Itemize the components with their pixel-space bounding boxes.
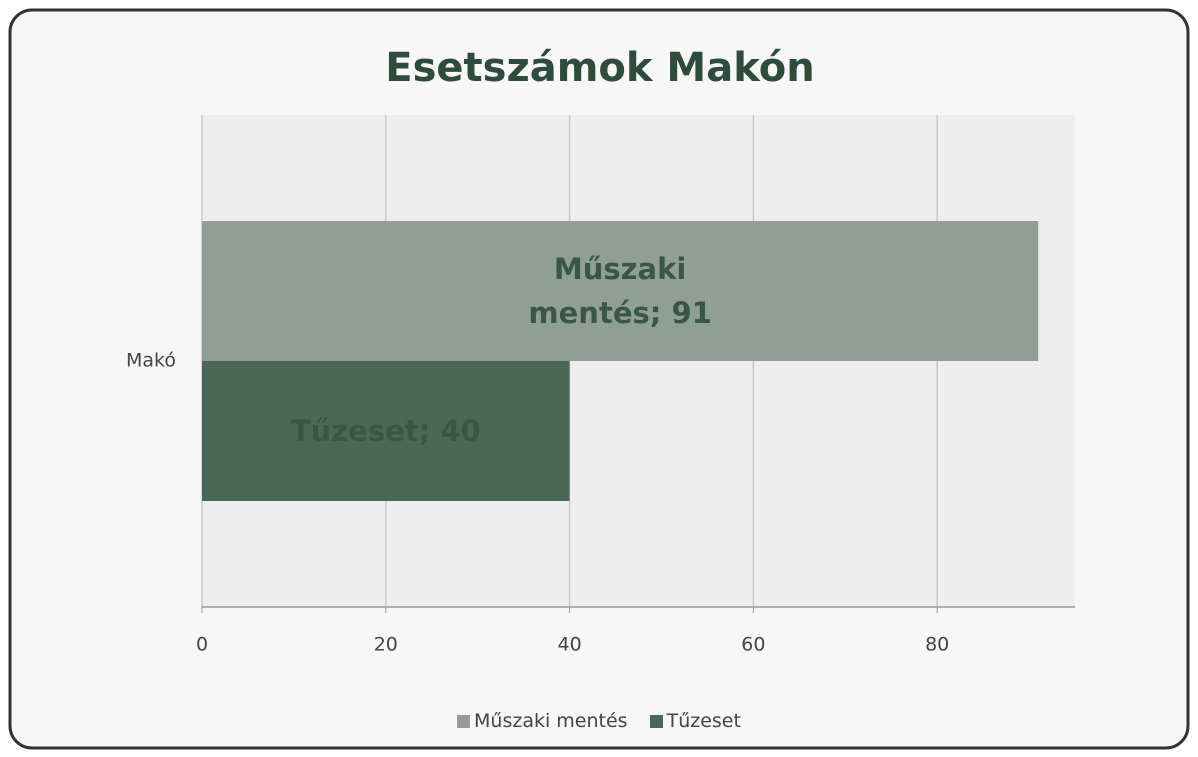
legend-swatch [457, 714, 471, 728]
bar [202, 221, 1039, 361]
legend-label: Tűzeset [666, 710, 741, 732]
chart-title: Esetszámok Makón [385, 45, 814, 91]
y-tick-label: Makó [126, 350, 176, 372]
legend-item: Műszaki mentés [457, 710, 628, 732]
data-label: Tűzeset; 40 [290, 414, 481, 448]
x-tick-label: 40 [557, 634, 581, 656]
x-tick-label: 60 [741, 634, 765, 656]
legend: Műszaki mentés Tűzeset [0, 710, 1198, 732]
legend-item: Tűzeset [649, 710, 741, 732]
data-label: Műszaki mentés; 91 [528, 252, 712, 330]
legend-swatch [649, 714, 663, 728]
x-tick-label: 20 [374, 634, 398, 656]
x-tick-label: 80 [925, 634, 949, 656]
x-tick-label: 0 [196, 634, 208, 656]
legend-label: Műszaki mentés [474, 710, 628, 732]
bar [202, 361, 570, 501]
